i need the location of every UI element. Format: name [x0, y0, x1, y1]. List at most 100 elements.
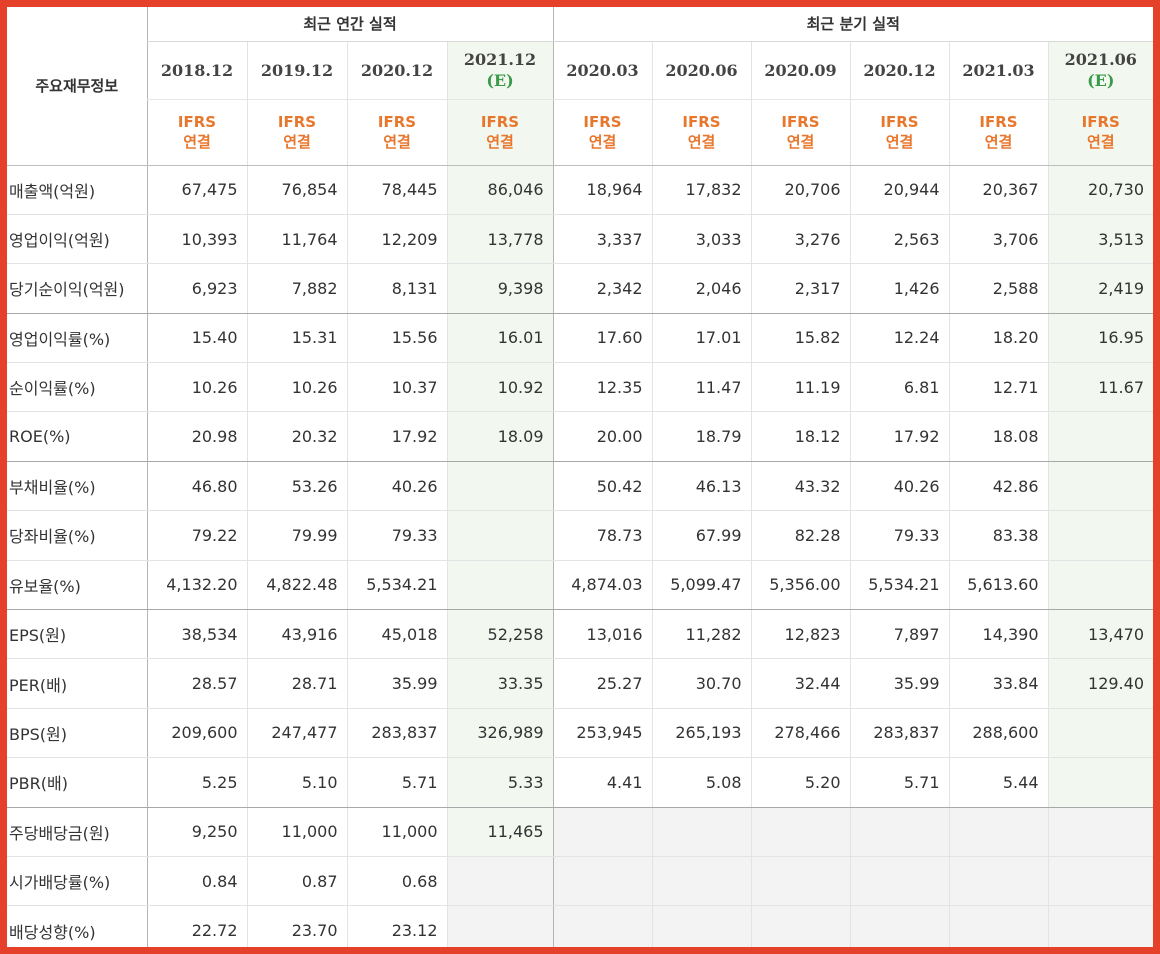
table-cell: 11,000 — [246, 807, 347, 857]
column-ifrs-header: IFRS 연결 — [146, 99, 247, 166]
table-cell — [1047, 510, 1153, 561]
table-cell: 5,356.00 — [750, 560, 850, 611]
table-cell: 12.24 — [849, 313, 949, 364]
table-cell: 20,706 — [750, 165, 850, 215]
table-cell: 5.25 — [146, 757, 247, 808]
table-cell: 14,390 — [948, 609, 1048, 660]
ifrs-label: IFRS — [781, 113, 820, 131]
table-cell: 11,000 — [346, 807, 447, 857]
table-cell: 18.12 — [750, 411, 850, 462]
table-cell: 247,477 — [246, 708, 347, 759]
consolidated-label: 연결 — [283, 133, 311, 151]
row-label: 영업이익률(%) — [7, 313, 147, 364]
quarter-header: 최근 분기 실적 — [552, 7, 1153, 42]
table-cell — [1047, 411, 1153, 462]
table-cell — [446, 510, 553, 561]
table-cell: 15.31 — [246, 313, 347, 364]
column-date-header: 2019.12 — [246, 41, 347, 100]
table-cell — [948, 856, 1048, 907]
column-ifrs-header: IFRS 연결 — [1047, 99, 1153, 166]
table-cell: 13,470 — [1047, 609, 1153, 660]
consolidated-label: 연결 — [885, 133, 914, 151]
table-cell — [552, 807, 652, 857]
table-cell: 46.80 — [146, 461, 247, 512]
table-cell: 17,832 — [651, 165, 751, 215]
table-cell: 2,588 — [948, 263, 1048, 314]
table-cell: 20.32 — [246, 411, 347, 462]
table-cell: 6,923 — [146, 263, 247, 314]
table-cell: 22.72 — [146, 905, 247, 947]
table-cell: 20.98 — [146, 411, 247, 462]
table-cell: 53.26 — [246, 461, 347, 512]
table-cell: 4,822.48 — [246, 560, 347, 611]
table-cell: 16.01 — [446, 313, 553, 364]
table-cell: 86,046 — [446, 165, 553, 215]
table-cell — [446, 461, 553, 512]
consolidated-label: 연결 — [183, 133, 211, 151]
table-cell: 5,534.21 — [346, 560, 447, 611]
table-cell: 11.67 — [1047, 362, 1153, 413]
consolidated-label: 연결 — [786, 133, 815, 151]
column-date-label: 2020.06 — [665, 60, 738, 80]
table-cell: 8,131 — [346, 263, 447, 314]
column-date-header: 2021.12 (E) — [446, 41, 553, 100]
table-cell: 35.99 — [849, 658, 949, 709]
ifrs-label: IFRS — [979, 113, 1018, 131]
table-cell: 43.32 — [750, 461, 850, 512]
table-cell: 2,317 — [750, 263, 850, 314]
column-date-label: 2020.12 — [360, 60, 434, 80]
table-cell: 79.99 — [246, 510, 347, 561]
table-cell — [750, 905, 850, 947]
table-row: EPS(원) 38,534 43,916 45,018 52,258 13,016 11,2… — [7, 609, 1153, 660]
table-cell: 2,419 — [1047, 263, 1153, 314]
row-label: ROE(%) — [7, 411, 147, 462]
table-cell: 11,764 — [246, 214, 347, 265]
table-cell: 79.33 — [346, 510, 447, 561]
table-cell: 283,837 — [849, 708, 949, 759]
row-label: 배당성향(%) — [9, 922, 96, 942]
table-cell: 18.20 — [948, 313, 1048, 364]
table-row: PBR(배) 5.25 5.10 5.71 5.33 4.41 5.08 5.20 5.71 5.… — [7, 757, 1153, 808]
column-date-label: 2020.12 — [863, 60, 936, 80]
table-cell: 326,989 — [446, 708, 553, 759]
column-date-label: 2018.12 — [160, 60, 234, 80]
table-cell — [1047, 560, 1153, 611]
table-cell: 209,600 — [146, 708, 247, 759]
table-row: 시가배당률(%) 0.84 0.87 0.68 — [7, 856, 1153, 907]
table-cell: 6.81 — [849, 362, 949, 413]
table-cell: 5.08 — [651, 757, 751, 808]
table-cell: 18,964 — [552, 165, 652, 215]
table-cell: 30.70 — [651, 658, 751, 709]
table-cell: 52,258 — [446, 609, 553, 660]
estimate-marker: (E) — [1087, 71, 1115, 90]
column-ifrs-header: IFRS 연결 — [750, 99, 850, 166]
ifrs-label: IFRS — [277, 113, 317, 131]
table-cell — [849, 856, 949, 907]
column-ifrs-header: IFRS 연결 — [346, 99, 447, 166]
consolidated-label: 연결 — [984, 133, 1013, 151]
table-cell: 13,778 — [446, 214, 553, 265]
table-cell — [651, 807, 751, 857]
table-cell: 32.44 — [750, 658, 850, 709]
table-row: 매출액(억원) 67,475 76,854 78,445 86,046 18,964 17,… — [7, 165, 1153, 215]
row-label: 주당배당금(원) — [7, 807, 147, 857]
row-label: PER(배) — [7, 658, 147, 709]
ifrs-label: IFRS — [480, 113, 520, 131]
table-cell: 76,854 — [246, 165, 347, 215]
table-cell: 82.28 — [750, 510, 850, 561]
row-label: 시가배당률(%) — [7, 856, 147, 907]
table-cell — [552, 856, 652, 907]
table-row: 영업이익률(%) 15.40 15.31 15.56 16.01 17.60 17.01 15… — [7, 313, 1153, 364]
table-cell: 5,534.21 — [849, 560, 949, 611]
table-cell: 253,945 — [552, 708, 652, 759]
column-date-header: 2021.06 (E) — [1047, 41, 1153, 100]
consolidated-label: 연결 — [383, 133, 411, 151]
ifrs-label: IFRS — [177, 113, 217, 131]
row-label: 당좌비율(%) — [7, 510, 147, 561]
consolidated-label: 연결 — [486, 133, 514, 151]
table-cell: 79.33 — [849, 510, 949, 561]
table-cell — [446, 905, 553, 947]
row-label: EPS(원) — [7, 609, 147, 660]
table-cell: 0.87 — [246, 856, 347, 907]
column-date-header: 2021.03 — [948, 41, 1048, 100]
